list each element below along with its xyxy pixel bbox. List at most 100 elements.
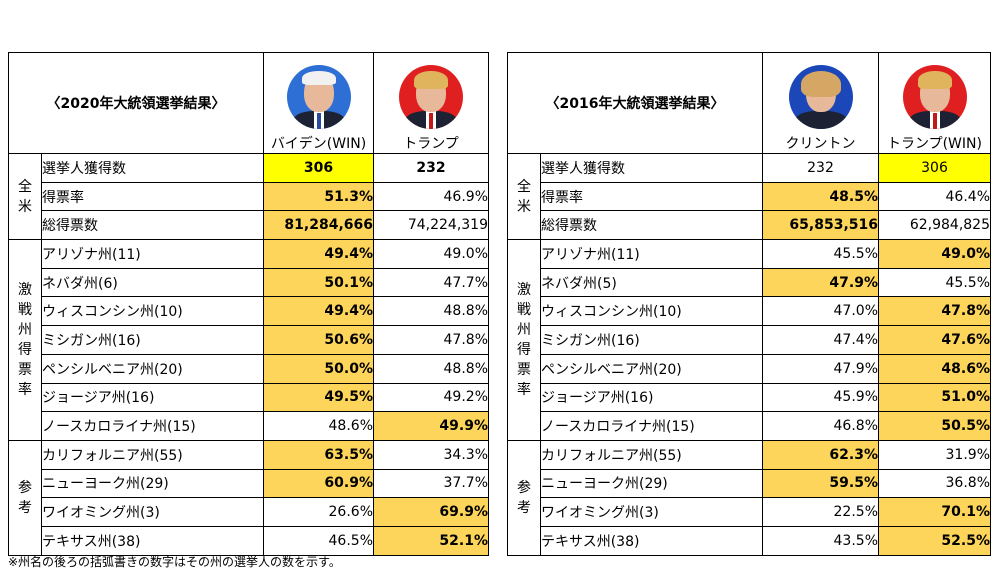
group-label-battleground: 激戦州得票率 (8, 239, 42, 441)
value-cell: 47.8% (373, 325, 489, 355)
value-cell: 45.9% (762, 382, 879, 413)
value-cell: 36.8% (878, 468, 991, 499)
candidate-name: クリントン (785, 136, 856, 152)
value-cell: 50.1% (263, 267, 374, 298)
value-cell: 22.5% (762, 497, 879, 527)
footnote: ※州名の後ろの括弧書きの数字はその州の選挙人の数を示す。 (8, 555, 341, 569)
row-label: ニューヨーク州(29) (41, 468, 264, 499)
candidate-name: トランプ(WIN) (887, 136, 982, 152)
value-cell: 60.9% (263, 468, 374, 499)
value-cell: 46.8% (762, 411, 879, 441)
row-label: テキサス州(38) (41, 525, 264, 556)
candidate-name: トランプ (403, 136, 459, 152)
candidate-header-clinton: クリントン (762, 52, 879, 154)
results-table-2020: 〈2020年大統領選挙結果〉 バイデン(WIN) トランプ 全米 選挙人獲得数 … (8, 52, 489, 556)
row-label: ウィスコンシン州(10) (540, 296, 763, 327)
row-label: ノースカロライナ州(15) (540, 411, 763, 441)
row-label: 選挙人獲得数 (540, 153, 763, 183)
value-cell: 47.0% (762, 296, 879, 327)
value-cell: 50.6% (263, 325, 374, 355)
candidate-header-trump: トランプ (373, 52, 489, 154)
value-cell: 48.8% (373, 353, 489, 384)
value-cell: 31.9% (878, 439, 991, 470)
row-label: カリフォルニア州(55) (540, 439, 763, 470)
trump-portrait (399, 65, 463, 129)
row-label: ミシガン州(16) (41, 325, 264, 355)
value-cell: 47.8% (878, 296, 991, 327)
value-cell: 49.2% (373, 382, 489, 413)
value-cell: 45.5% (878, 267, 991, 298)
value-cell: 26.6% (263, 497, 374, 527)
row-label: ネバダ州(6) (41, 267, 264, 298)
value-cell: 50.5% (878, 411, 991, 441)
value-cell: 48.6% (878, 353, 991, 384)
value-cell: 65,853,516 (762, 210, 879, 241)
row-label: アリゾナ州(11) (540, 239, 763, 269)
value-cell: 49.0% (373, 239, 489, 269)
group-label-national: 全米 (8, 152, 42, 241)
value-cell: 47.4% (762, 325, 879, 355)
value-cell: 47.9% (762, 267, 879, 298)
value-cell: 74,224,319 (373, 210, 489, 241)
row-label: ジョージア州(16) (540, 382, 763, 413)
value-cell: 306 (878, 153, 991, 183)
value-cell: 45.5% (762, 239, 879, 269)
value-cell: 34.3% (373, 439, 489, 470)
row-label: ニューヨーク州(29) (540, 468, 763, 499)
value-cell: 51.0% (878, 382, 991, 413)
value-cell: 46.5% (263, 525, 374, 556)
value-cell: 81,284,666 (263, 210, 374, 241)
value-cell: 49.5% (263, 382, 374, 413)
value-cell: 306 (263, 153, 374, 183)
row-label: 得票率 (41, 181, 264, 212)
group-label-battleground: 激戦州得票率 (507, 239, 541, 441)
value-cell: 62,984,825 (878, 210, 991, 241)
table-title: 〈2020年大統領選挙結果〉 (8, 52, 264, 154)
value-cell: 49.4% (263, 296, 374, 327)
value-cell: 37.7% (373, 468, 489, 499)
row-label: 得票率 (540, 181, 763, 212)
value-cell: 46.9% (373, 181, 489, 212)
value-cell: 59.5% (762, 468, 879, 499)
value-cell: 46.4% (878, 181, 991, 212)
value-cell: 69.9% (373, 497, 489, 527)
value-cell: 49.4% (263, 239, 374, 269)
row-label: テキサス州(38) (540, 525, 763, 556)
row-label: ペンシルベニア州(20) (41, 353, 264, 384)
trump-portrait (902, 65, 967, 129)
value-cell: 70.1% (878, 497, 991, 527)
row-label: アリゾナ州(11) (41, 239, 264, 269)
value-cell: 48.6% (263, 411, 374, 441)
value-cell: 43.5% (762, 525, 879, 556)
group-label-reference: 参考 (8, 439, 42, 556)
value-cell: 51.3% (263, 181, 374, 212)
value-cell: 62.3% (762, 439, 879, 470)
row-label: ノースカロライナ州(15) (41, 411, 264, 441)
results-table-2016: 〈2016年大統領選挙結果〉 クリントン トランプ(WIN) 全米 選挙人獲得数… (507, 52, 991, 556)
value-cell: 63.5% (263, 439, 374, 470)
row-label: ミシガン州(16) (540, 325, 763, 355)
row-label: ワイオミング州(3) (41, 497, 264, 527)
table-title: 〈2016年大統領選挙結果〉 (507, 52, 763, 154)
biden-portrait (286, 65, 351, 129)
value-cell: 48.8% (373, 296, 489, 327)
row-label: ウィスコンシン州(10) (41, 296, 264, 327)
value-cell: 50.0% (263, 353, 374, 384)
value-cell: 48.5% (762, 181, 879, 212)
value-cell: 49.0% (878, 239, 991, 269)
value-cell: 232 (373, 153, 489, 183)
row-label: ジョージア州(16) (41, 382, 264, 413)
row-label: ペンシルベニア州(20) (540, 353, 763, 384)
group-label-national: 全米 (507, 152, 541, 241)
value-cell: 47.9% (762, 353, 879, 384)
group-label-reference: 参考 (507, 439, 541, 556)
candidate-name: バイデン(WIN) (270, 136, 367, 152)
value-cell: 232 (762, 153, 879, 183)
value-cell: 52.1% (373, 525, 489, 556)
row-label: ネバダ州(5) (540, 267, 763, 298)
candidate-header-trump: トランプ(WIN) (878, 52, 991, 154)
value-cell: 47.6% (878, 325, 991, 355)
clinton-portrait (788, 65, 853, 129)
row-label: 総得票数 (540, 210, 763, 241)
value-cell: 49.9% (373, 411, 489, 441)
